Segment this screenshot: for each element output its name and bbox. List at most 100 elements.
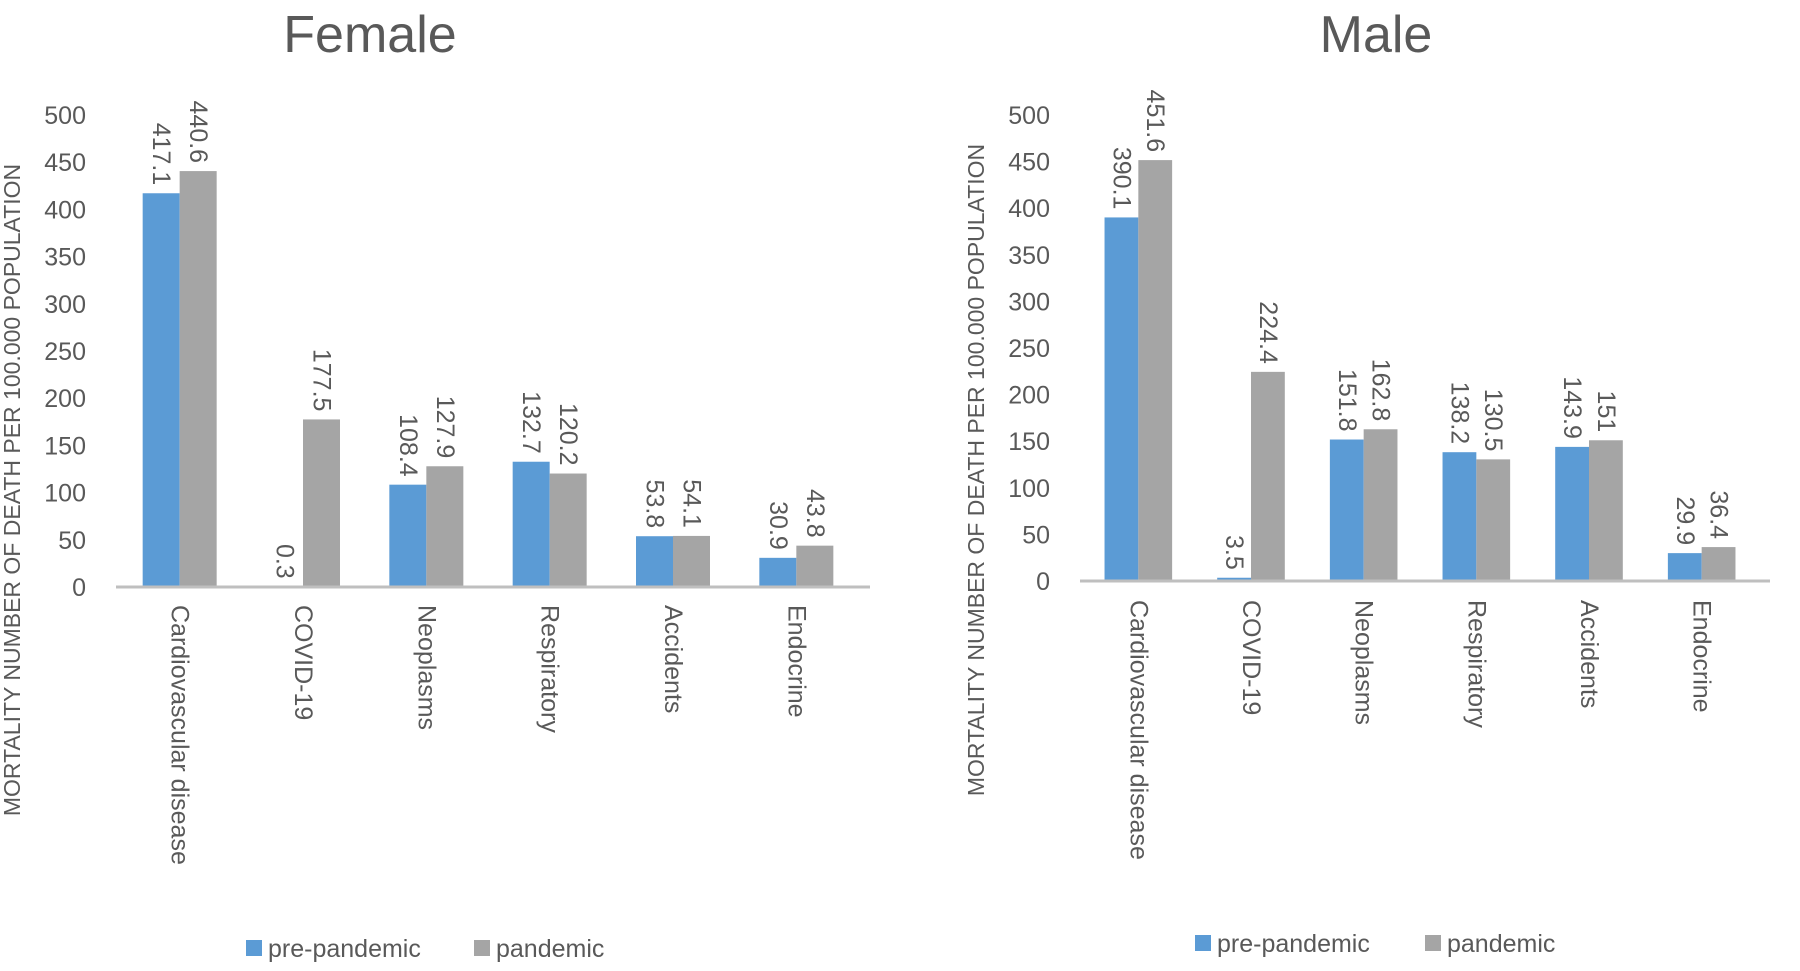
data-label-pandemic-accidents: 54.1 xyxy=(678,479,706,528)
bar-pandemic-neoplasms xyxy=(1363,429,1398,581)
y-tick-label: 100 xyxy=(44,480,86,508)
data-label-pandemic-endocrine: 43.8 xyxy=(801,489,829,538)
data-label-pandemic-endocrine: 36.4 xyxy=(1705,490,1733,539)
bar-pandemic-endocrine xyxy=(1701,547,1736,581)
y-tick-label: 150 xyxy=(44,432,86,460)
y-tick-label: 50 xyxy=(1022,521,1050,549)
male-chart-panel: Male MORTALITY NUMBER OF DEATH PER 100.0… xyxy=(963,6,1770,958)
y-tick-label: 400 xyxy=(1008,195,1050,223)
legend-label-pandemic: pandemic xyxy=(496,935,604,963)
y-tick-label: 400 xyxy=(44,196,86,224)
bar-pre-pandemic-respiratory xyxy=(512,461,550,587)
category-label-neoplasms: Neoplasms xyxy=(412,605,440,730)
bar-pandemic-accidents xyxy=(673,535,710,587)
legend: pre-pandemic pandemic xyxy=(246,935,604,963)
y-tick-label: 0 xyxy=(1036,568,1050,596)
category-label-accidents: Accidents xyxy=(1575,600,1603,708)
chart-title: Male xyxy=(1320,6,1433,64)
data-label-pre-pandemic-accidents: 143.9 xyxy=(1558,376,1586,439)
category-labels: Cardiovascular disease COVID-19 Neoplasms R… xyxy=(166,605,811,865)
data-label-pre-pandemic-neoplasms: 151.8 xyxy=(1333,369,1361,432)
data-label-pre-pandemic-accidents: 53.8 xyxy=(641,480,669,529)
bar-pandemic-covid-19 xyxy=(1251,371,1285,581)
data-label-pandemic-cardiovascular-disease: 451.6 xyxy=(1141,90,1169,153)
data-label-pandemic-accidents: 151 xyxy=(1592,391,1620,433)
category-label-cardiovascular-disease: Cardiovascular disease xyxy=(166,605,194,865)
legend-label-pre-pandemic: pre-pandemic xyxy=(1217,930,1370,958)
legend-swatch-pandemic xyxy=(474,940,490,956)
data-label-pandemic-neoplasms: 162.8 xyxy=(1367,359,1395,422)
data-label-pre-pandemic-cardiovascular-disease: 417.1 xyxy=(147,123,175,186)
bars xyxy=(142,171,834,587)
data-label-pandemic-cardiovascular-disease: 440.6 xyxy=(184,101,212,164)
data-label-pandemic-neoplasms: 127.9 xyxy=(431,396,459,459)
bar-pandemic-cardiovascular-disease xyxy=(1138,160,1173,581)
bar-pre-pandemic-accidents xyxy=(636,536,673,587)
bar-pandemic-accidents xyxy=(1589,440,1623,581)
data-label-pre-pandemic-endocrine: 29.9 xyxy=(1671,496,1699,545)
y-tick-label: 450 xyxy=(1008,149,1050,177)
y-axis-ticks: 0 50 100 150 200 250 300 350 400 450 500 xyxy=(1008,102,1050,596)
bar-pre-pandemic-neoplasms xyxy=(1329,439,1364,581)
y-tick-label: 0 xyxy=(72,574,86,602)
y-tick-label: 150 xyxy=(1008,428,1050,456)
bar-pre-pandemic-respiratory xyxy=(1442,452,1477,581)
y-tick-label: 250 xyxy=(1008,335,1050,363)
y-tick-label: 350 xyxy=(1008,242,1050,270)
legend: pre-pandemic pandemic xyxy=(1195,930,1555,958)
data-label-pre-pandemic-respiratory: 138.2 xyxy=(1445,382,1473,445)
y-tick-label: 450 xyxy=(44,149,86,177)
category-label-covid-19: COVID-19 xyxy=(1237,600,1265,715)
category-label-covid-19: COVID-19 xyxy=(289,605,317,720)
data-label-pandemic-covid-19: 177.5 xyxy=(308,349,336,412)
category-label-cardiovascular-disease: Cardiovascular disease xyxy=(1124,600,1152,860)
legend-label-pre-pandemic: pre-pandemic xyxy=(268,935,421,963)
female-chart-panel: Female MORTALITY NUMBER OF DEATH PER 100… xyxy=(0,6,870,963)
category-label-accidents: Accidents xyxy=(659,605,687,713)
data-label-pre-pandemic-covid-19: 0.3 xyxy=(271,544,299,579)
data-label-pandemic-respiratory: 120.2 xyxy=(554,403,582,466)
data-label-pandemic-respiratory: 130.5 xyxy=(1479,389,1507,452)
y-tick-label: 300 xyxy=(44,291,86,319)
category-label-respiratory: Respiratory xyxy=(1462,600,1490,728)
category-label-endocrine: Endocrine xyxy=(1688,600,1716,713)
bar-pre-pandemic-endocrine xyxy=(759,557,797,587)
data-labels: 417.1 440.6 0.3 177.5 108.4 127.9 132.7 120.2 53… xyxy=(147,101,829,579)
y-tick-label: 50 xyxy=(58,527,86,555)
bar-pre-pandemic-accidents xyxy=(1555,446,1589,581)
y-tick-label: 350 xyxy=(44,244,86,272)
y-tick-label: 250 xyxy=(44,338,86,366)
y-tick-label: 200 xyxy=(44,385,86,413)
legend-swatch-pre-pandemic xyxy=(246,940,262,956)
legend-swatch-pre-pandemic xyxy=(1195,935,1211,951)
data-label-pre-pandemic-neoplasms: 108.4 xyxy=(394,414,422,477)
bar-pandemic-endocrine xyxy=(796,545,834,587)
data-label-pandemic-covid-19: 224.4 xyxy=(1254,301,1282,364)
category-label-respiratory: Respiratory xyxy=(536,605,564,733)
legend-swatch-pandemic xyxy=(1425,935,1441,951)
chart-title: Female xyxy=(283,6,456,64)
bar-pre-pandemic-cardiovascular-disease xyxy=(1104,217,1139,581)
y-tick-label: 500 xyxy=(1008,102,1050,130)
bar-pandemic-respiratory xyxy=(1476,459,1511,581)
y-axis-title: MORTALITY NUMBER OF DEATH PER 100.000 PO… xyxy=(963,144,989,796)
legend-label-pandemic: pandemic xyxy=(1447,930,1555,958)
category-labels: Cardiovascular disease COVID-19 Neoplasms R… xyxy=(1124,600,1715,860)
bar-pandemic-neoplasms xyxy=(426,466,464,587)
bar-pre-pandemic-cardiovascular-disease xyxy=(142,193,180,587)
bar-pre-pandemic-covid-19 xyxy=(1217,577,1251,581)
y-axis-ticks: 0 50 100 150 200 250 300 350 400 450 500 xyxy=(44,102,86,602)
bar-pre-pandemic-endocrine xyxy=(1667,553,1702,581)
bars xyxy=(1104,160,1736,581)
category-label-endocrine: Endocrine xyxy=(782,605,810,718)
data-label-pre-pandemic-cardiovascular-disease: 390.1 xyxy=(1107,147,1135,210)
category-label-neoplasms: Neoplasms xyxy=(1350,600,1378,725)
y-tick-label: 300 xyxy=(1008,288,1050,316)
y-tick-label: 100 xyxy=(1008,475,1050,503)
data-label-pre-pandemic-covid-19: 3.5 xyxy=(1220,535,1248,570)
bar-pandemic-cardiovascular-disease xyxy=(179,171,217,587)
y-axis-title: MORTALITY NUMBER OF DEATH PER 100.000 PO… xyxy=(0,164,25,816)
y-tick-label: 500 xyxy=(44,102,86,130)
